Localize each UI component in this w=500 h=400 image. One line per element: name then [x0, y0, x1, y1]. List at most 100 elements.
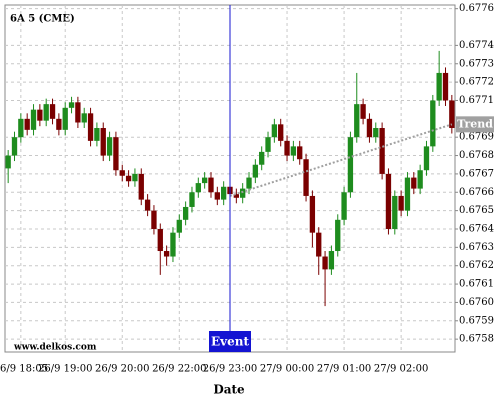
- candle-body: [265, 137, 271, 152]
- candle-body: [81, 113, 87, 123]
- x-tick-label: 26/9 22:00: [152, 364, 206, 375]
- y-tick-label: 0.6759: [459, 315, 494, 326]
- candle-body: [214, 192, 220, 200]
- candle-body: [18, 118, 24, 138]
- candle-body: [75, 102, 81, 123]
- candle-body: [221, 186, 227, 200]
- y-tick-label: 0.6767: [459, 168, 494, 179]
- x-tick-label: 26/9 19:00: [38, 364, 92, 375]
- y-tick-label: 0.6773: [459, 58, 494, 69]
- trend-label: Trend: [457, 117, 493, 130]
- trend-line: [229, 123, 453, 197]
- candle-body: [113, 137, 119, 171]
- y-tick-label: 0.6776: [459, 3, 494, 14]
- x-tick-label: 26/9 18:05: [0, 364, 48, 375]
- y-tick-label: 0.6768: [459, 150, 494, 161]
- candle-body: [354, 104, 360, 138]
- candle-body: [328, 251, 335, 270]
- candle-body: [240, 188, 246, 198]
- candle-body: [404, 177, 411, 211]
- candle-body: [278, 124, 284, 141]
- y-tick-label: 0.6769: [459, 132, 494, 143]
- candle-body: [170, 232, 176, 257]
- candle-body: [423, 146, 430, 171]
- candle-body: [398, 195, 404, 211]
- trend-label-box: [456, 116, 494, 133]
- candle-body: [195, 183, 201, 193]
- candle-body: [125, 175, 132, 182]
- y-tick-label: 0.6758: [459, 334, 494, 345]
- candle-body: [379, 128, 385, 174]
- y-tick-label: 0.6771: [459, 95, 494, 106]
- x-tick-label: 27/9 01:00: [317, 364, 371, 375]
- candle-body: [62, 107, 68, 130]
- candle-body: [132, 173, 138, 182]
- candle-body: [49, 104, 56, 119]
- candle-body: [284, 140, 290, 156]
- y-tick-label: 0.6763: [459, 242, 494, 253]
- candle-body: [151, 210, 157, 229]
- y-tick-label: 0.6760: [459, 297, 494, 308]
- candle-body: [259, 151, 265, 165]
- candle-body: [43, 104, 49, 121]
- candle-body: [303, 159, 309, 196]
- candle-body: [442, 72, 449, 101]
- candle-body: [360, 104, 366, 119]
- candle-body: [430, 100, 436, 147]
- candle-body: [271, 124, 278, 138]
- candle-body: [144, 199, 151, 211]
- candle-body: [68, 102, 75, 108]
- x-tick-label: 27/9 02:00: [374, 364, 428, 375]
- x-tick-label: 26/9 23:00: [203, 364, 257, 375]
- candle-body: [11, 137, 18, 156]
- candle-body: [385, 173, 392, 229]
- y-tick-label: 0.6766: [459, 187, 494, 198]
- candle-body: [252, 164, 259, 178]
- candle-body: [87, 113, 94, 141]
- x-tick-label: 26/9 20:00: [95, 364, 149, 375]
- candle-body: [341, 192, 347, 220]
- candle-body: [106, 137, 113, 156]
- candle-body: [119, 170, 125, 176]
- y-tick-label: 0.6761: [459, 279, 494, 290]
- candle-body: [94, 128, 100, 141]
- y-tick-label: 0.6772: [459, 77, 494, 88]
- candle-body: [157, 228, 163, 252]
- y-tick-label: 0.6774: [459, 40, 494, 51]
- y-tick-label: 0.6765: [459, 205, 494, 216]
- candle-body: [189, 192, 195, 207]
- candle-body: [56, 118, 62, 130]
- candle-body: [37, 109, 43, 121]
- candle-body: [335, 219, 341, 252]
- candle-body: [309, 195, 316, 233]
- candle-body: [208, 177, 214, 193]
- candle-body: [436, 72, 442, 101]
- candle-body: [138, 173, 144, 200]
- candle-body: [322, 256, 328, 270]
- candle-body: [100, 128, 106, 156]
- candle-body: [201, 177, 208, 184]
- y-tick-label: 0.6762: [459, 260, 494, 271]
- candle-body: [449, 100, 455, 129]
- candle-body: [411, 177, 417, 189]
- candle-body: [182, 206, 189, 220]
- candle-body: [316, 232, 322, 257]
- candle-body: [297, 146, 303, 160]
- candle-body: [347, 137, 354, 193]
- chart-title: 6A 5 (CME): [10, 14, 75, 25]
- candle-body: [30, 109, 37, 130]
- event-label: Event: [211, 335, 249, 349]
- candle-body: [373, 128, 379, 138]
- candle-body: [233, 194, 239, 198]
- event-label-box: [209, 331, 251, 352]
- candle-body: [417, 170, 423, 189]
- candle-body: [392, 195, 398, 229]
- candle-body: [246, 177, 252, 189]
- candle-body: [176, 219, 182, 233]
- candle-body: [5, 155, 11, 169]
- x-tick-label: 27/9 00:00: [260, 364, 314, 375]
- candle-body: [24, 118, 30, 130]
- candle-body: [290, 146, 297, 156]
- candle-body: [366, 118, 373, 138]
